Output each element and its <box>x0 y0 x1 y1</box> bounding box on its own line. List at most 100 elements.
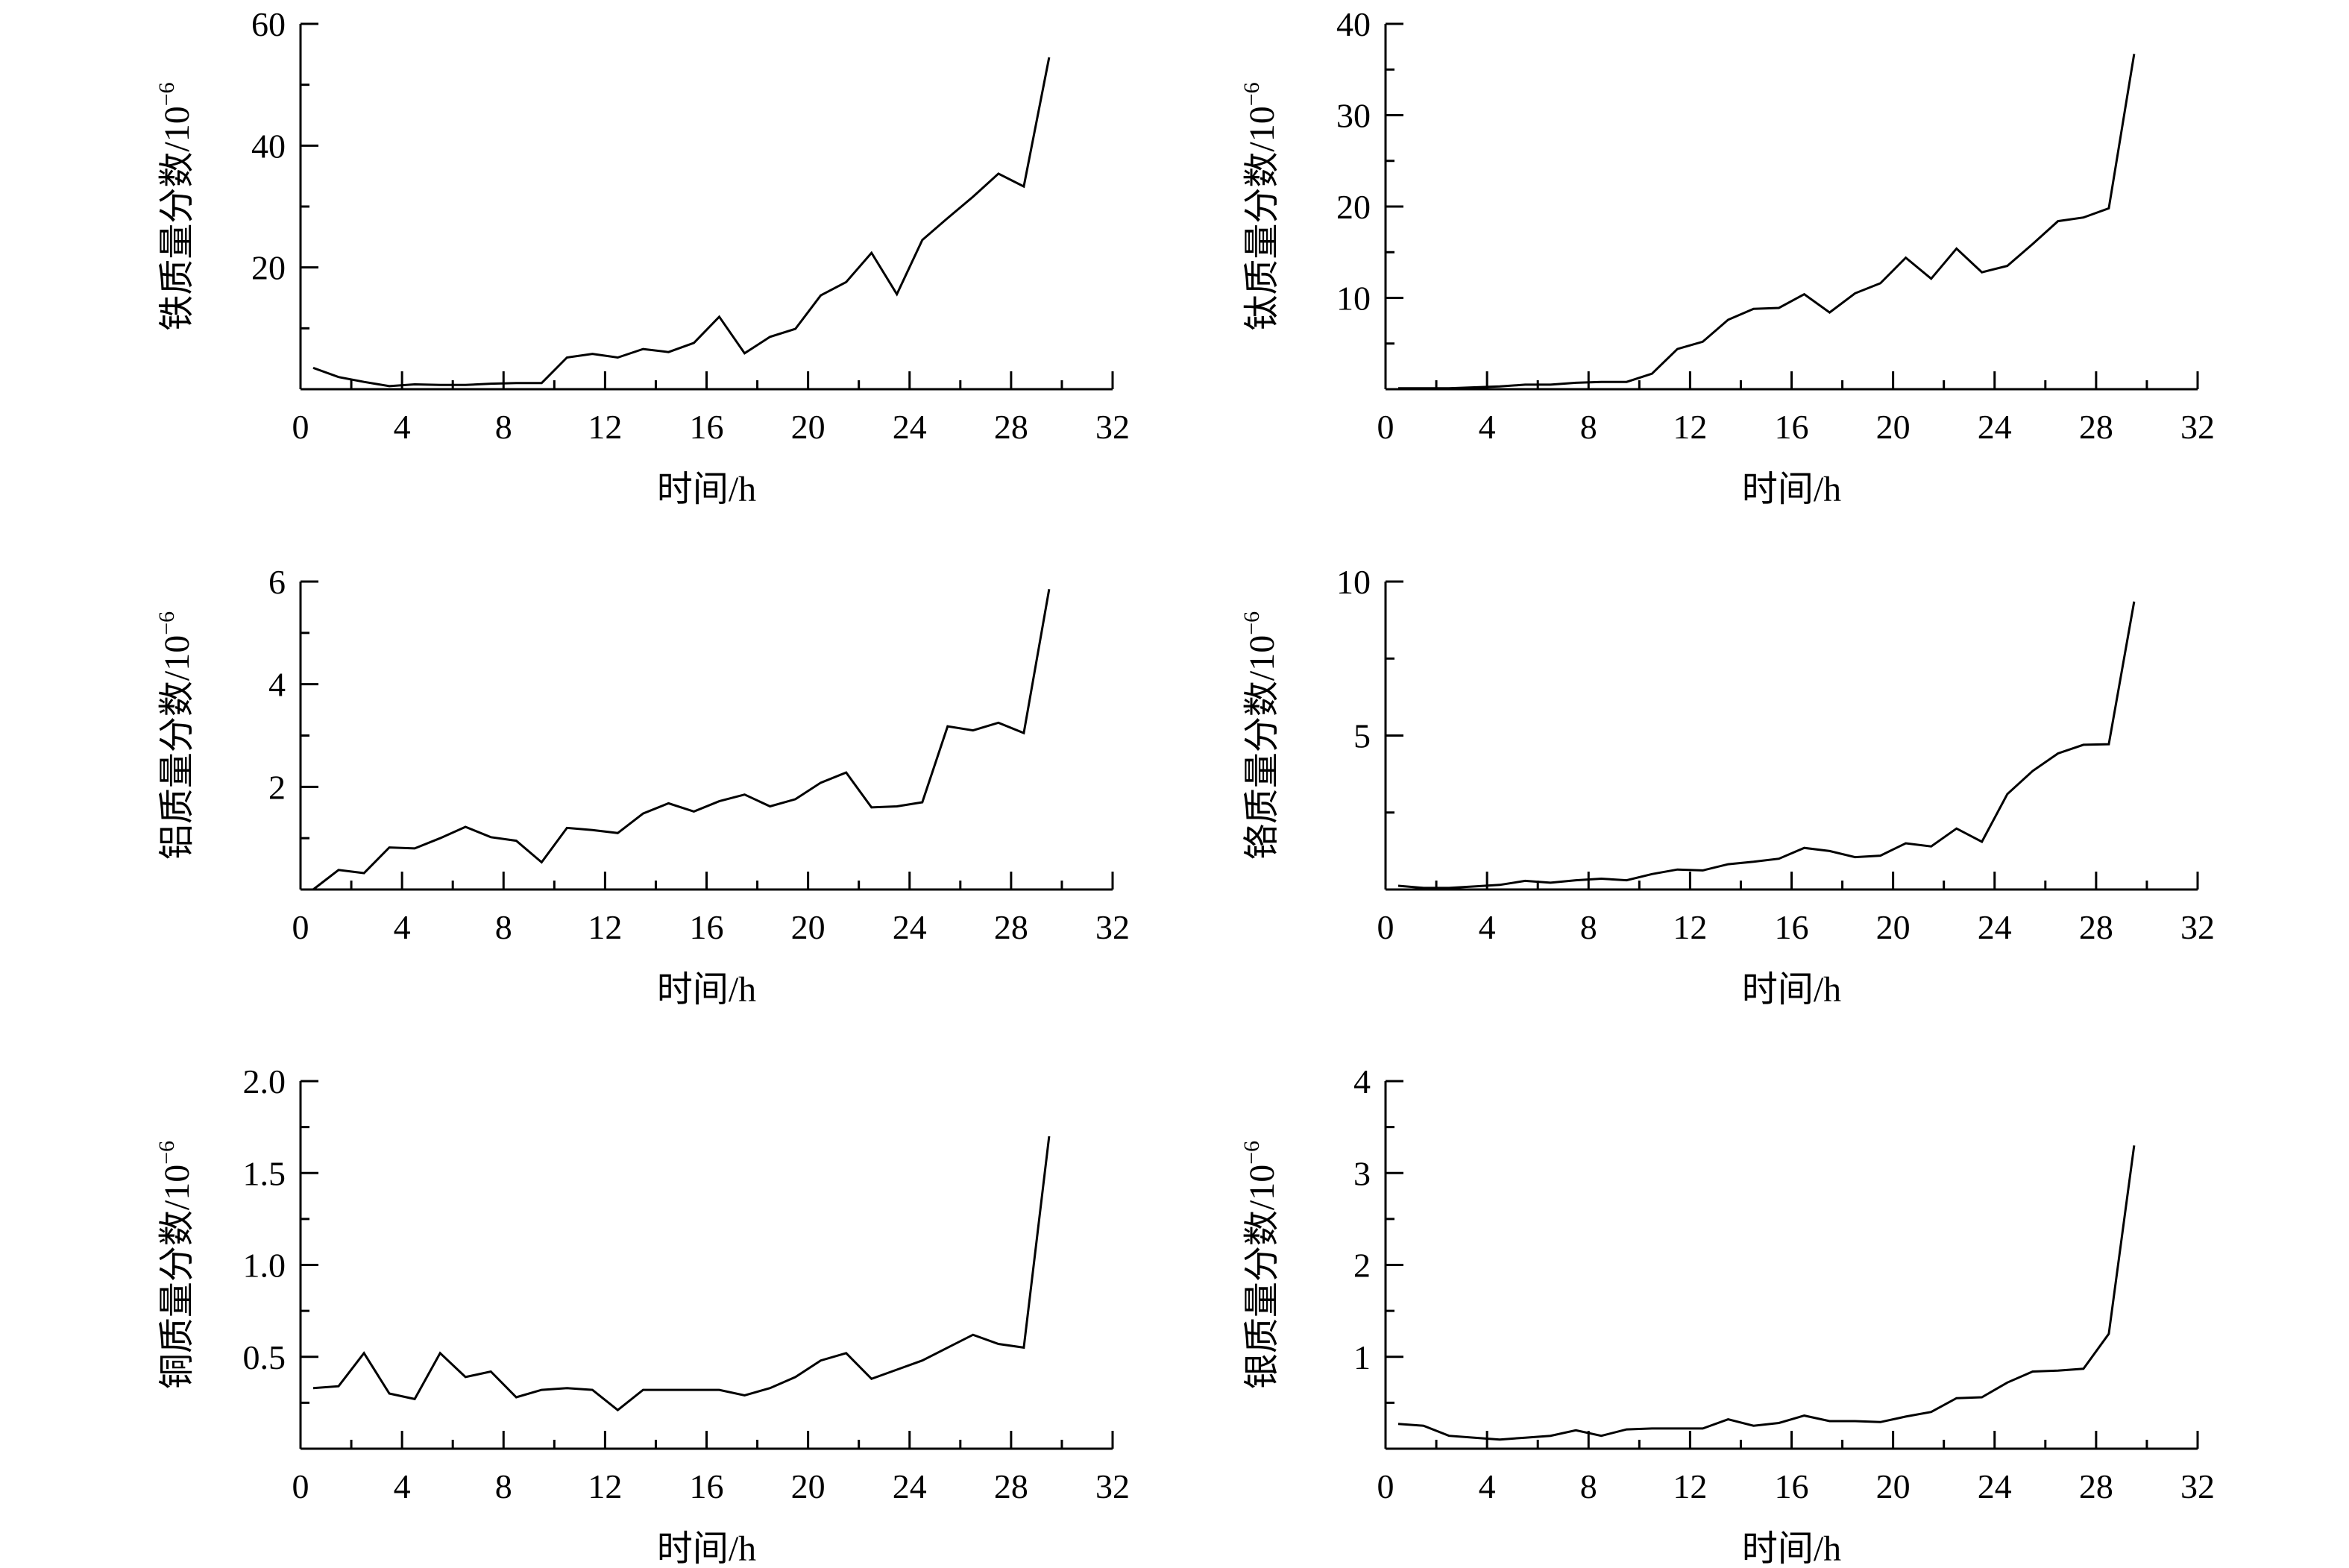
x-tick-label: 12 <box>588 408 622 446</box>
y-axis-label-text: 银质量分数/10 <box>1242 1165 1282 1389</box>
y-tick-label: 6 <box>268 563 286 601</box>
x-tick-label: 8 <box>1580 408 1597 446</box>
x-tick-label: 20 <box>791 1467 826 1505</box>
x-tick-label: 28 <box>994 1467 1028 1505</box>
x-tick-label: 4 <box>394 1467 411 1505</box>
y-tick-label: 1 <box>1353 1338 1371 1376</box>
x-tick-label: 24 <box>1978 908 2012 946</box>
y-tick-label: 40 <box>251 127 286 165</box>
x-tick-label: 20 <box>1876 1467 1911 1505</box>
x-tick-label: 4 <box>1479 908 1496 946</box>
x-tick-label: 32 <box>2180 1467 2215 1505</box>
x-tick-label: 0 <box>1377 408 1394 446</box>
y-tick-label: 60 <box>251 5 286 43</box>
y-axis-label-text: 铜质量分数/10 <box>157 1165 197 1389</box>
x-tick-label: 12 <box>1673 1467 1707 1505</box>
x-tick-label: 28 <box>2079 408 2113 446</box>
y-axis-label-exponent: −6 <box>1239 82 1264 106</box>
y-tick-label: 4 <box>1353 1062 1371 1101</box>
data-series-line <box>312 57 1051 388</box>
x-tick-label: 20 <box>1876 908 1911 946</box>
chart-panel-4: 0 4 8 12 16 20 24 28 32 5 10 时间/h 铬质量分数/10−6 <box>1239 563 2215 1010</box>
x-tick-label: 28 <box>2079 1467 2113 1505</box>
y-axis-label: 铬质量分数/10−6 <box>1239 611 1282 860</box>
x-tick-label: 32 <box>1095 408 1130 446</box>
x-tick-label: 16 <box>690 908 724 946</box>
y-tick-label: 2 <box>1353 1247 1371 1285</box>
data-series-line <box>312 589 1051 891</box>
x-axis-label: 时间/h <box>657 470 756 509</box>
y-axis-label: 铁质量分数/10−6 <box>154 82 197 330</box>
x-tick-label: 0 <box>292 1467 309 1505</box>
y-tick-label: 0.5 <box>243 1338 286 1376</box>
x-tick-label: 32 <box>2180 908 2215 946</box>
chart-panel-2: 0 4 8 12 16 20 24 28 32 10 20 30 40 时间/h 钛质量分数/10−6 <box>1239 5 2215 509</box>
x-tick-label: 8 <box>495 408 512 446</box>
x-tick-label: 4 <box>1479 408 1496 446</box>
x-axis-label: 时间/h <box>657 1529 756 1568</box>
x-tick-label: 24 <box>1978 408 2012 446</box>
x-tick-label: 16 <box>1775 908 1809 946</box>
x-tick-label: 8 <box>1580 908 1597 946</box>
x-axis-label: 时间/h <box>1742 470 1841 509</box>
x-tick-label: 8 <box>495 1467 512 1505</box>
x-tick-label: 0 <box>1377 1467 1394 1505</box>
x-tick-label: 32 <box>2180 408 2215 446</box>
x-tick-label: 12 <box>1673 908 1707 946</box>
x-axis-label: 时间/h <box>1742 1529 1841 1568</box>
x-tick-label: 0 <box>292 908 309 946</box>
x-tick-label: 24 <box>893 408 927 446</box>
y-axis-label-exponent: −6 <box>154 611 179 635</box>
x-tick-label: 20 <box>1876 408 1911 446</box>
x-tick-label: 8 <box>1580 1467 1597 1505</box>
x-tick-label: 0 <box>292 408 309 446</box>
y-axis-label-exponent: −6 <box>154 1141 179 1165</box>
x-axis-label: 时间/h <box>657 970 756 1010</box>
y-tick-label: 1.0 <box>243 1247 286 1285</box>
y-axis-label-text: 铝质量分数/10 <box>157 635 197 860</box>
data-series-line <box>1397 1145 2136 1441</box>
y-tick-label: 5 <box>1353 717 1371 755</box>
y-tick-label: 10 <box>1336 280 1371 318</box>
y-axis-label: 银质量分数/10−6 <box>1239 1141 1282 1389</box>
x-tick-label: 12 <box>588 1467 622 1505</box>
x-tick-label: 4 <box>394 908 411 946</box>
x-tick-label: 24 <box>893 908 927 946</box>
y-axis-label-text: 铬质量分数/10 <box>1242 635 1282 860</box>
y-axis-label: 铜质量分数/10−6 <box>154 1141 197 1389</box>
x-axis-label: 时间/h <box>1742 970 1841 1010</box>
y-axis-label-text: 钛质量分数/10 <box>1242 106 1282 330</box>
chart-panel-1: 0 4 8 12 16 20 24 28 32 20 40 60 时间/h 铁质量分数/10−6 <box>154 5 1130 509</box>
y-axis-label: 铝质量分数/10−6 <box>154 611 197 860</box>
y-axis-label-exponent: −6 <box>1239 611 1264 635</box>
x-tick-label: 32 <box>1095 1467 1130 1505</box>
x-tick-label: 12 <box>1673 408 1707 446</box>
x-tick-label: 32 <box>1095 908 1130 946</box>
y-axis-label-text: 铁质量分数/10 <box>157 106 197 330</box>
chart-panel-5: 0 4 8 12 16 20 24 28 32 0.5 1.0 1.5 2.0 时间/h 铜质量分数/10−… <box>154 1062 1130 1568</box>
x-tick-label: 16 <box>690 408 724 446</box>
y-axis-label: 钛质量分数/10−6 <box>1239 82 1282 330</box>
y-tick-label: 1.5 <box>243 1154 286 1192</box>
y-tick-label: 20 <box>1336 188 1371 226</box>
y-tick-label: 2 <box>268 768 286 806</box>
y-tick-label: 3 <box>1353 1154 1371 1192</box>
x-tick-label: 28 <box>994 408 1028 446</box>
data-series-line <box>1398 54 2136 390</box>
x-tick-label: 24 <box>1978 1467 2012 1505</box>
data-series-line <box>312 1136 1051 1412</box>
x-tick-label: 16 <box>1775 408 1809 446</box>
x-tick-label: 28 <box>994 908 1028 946</box>
x-tick-label: 4 <box>1479 1467 1496 1505</box>
y-axis-label-exponent: −6 <box>154 82 179 106</box>
x-tick-label: 28 <box>2079 908 2113 946</box>
x-tick-label: 4 <box>394 408 411 446</box>
x-tick-label: 20 <box>791 408 826 446</box>
x-tick-label: 12 <box>588 908 622 946</box>
x-tick-label: 0 <box>1377 908 1394 946</box>
x-tick-label: 20 <box>791 908 826 946</box>
